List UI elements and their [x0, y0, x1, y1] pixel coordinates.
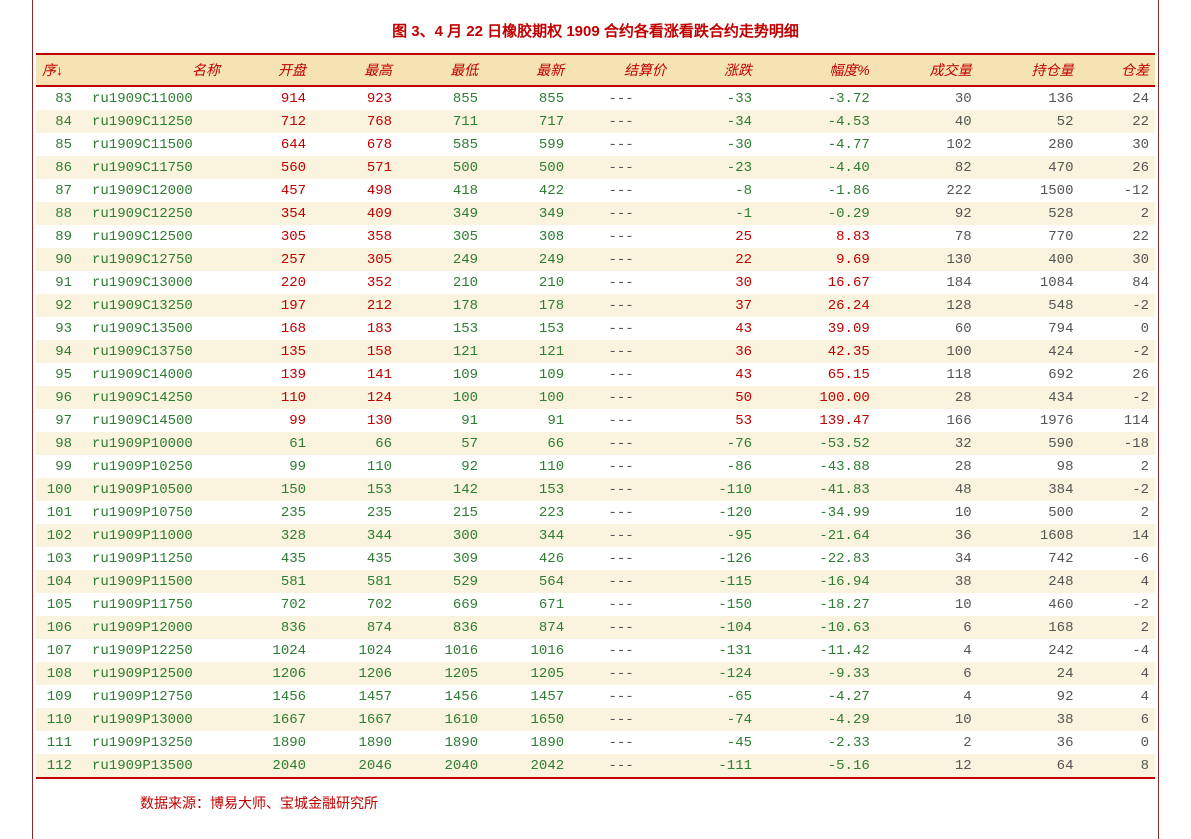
page-border	[32, 0, 1159, 839]
